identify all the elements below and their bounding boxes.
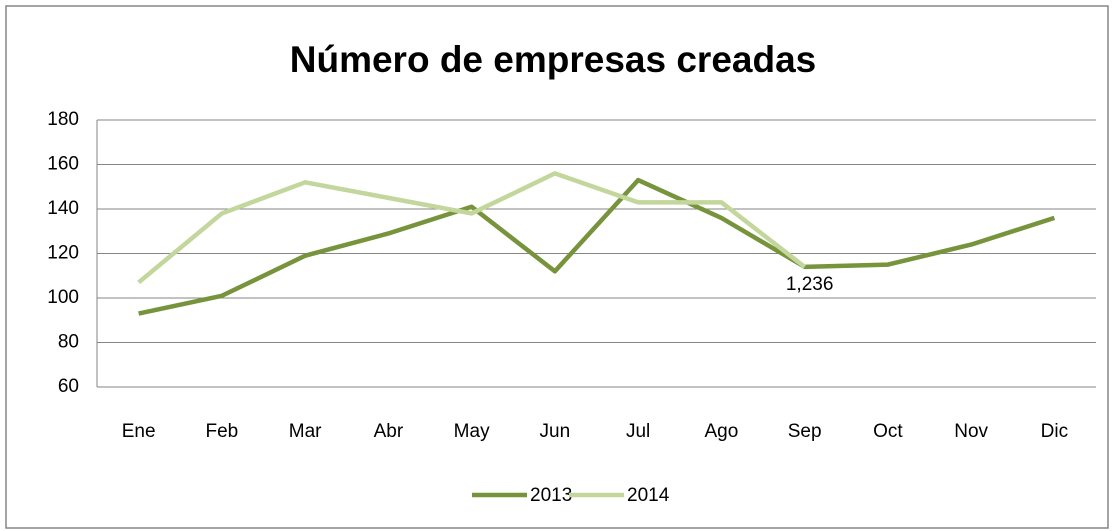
y-tick-label: 180: [47, 109, 79, 130]
chart-title: Número de empresas creadas: [290, 39, 817, 80]
y-tick-label: 120: [47, 243, 79, 264]
x-tick-label: Abr: [374, 421, 404, 442]
y-tick-label: 140: [47, 198, 79, 219]
legend-label: 2013: [530, 485, 572, 506]
x-tick-label: Nov: [954, 421, 988, 442]
legend-label: 2014: [627, 485, 670, 506]
y-tick-label: 100: [47, 287, 79, 308]
x-tick-label: Sep: [788, 421, 822, 442]
series-line: [138, 177, 1056, 316]
x-tick-label: Mar: [289, 421, 322, 442]
annotation: 1,236: [786, 274, 834, 295]
x-tick-label: Jun: [540, 421, 571, 442]
x-tick-label: Dic: [1041, 421, 1068, 442]
y-tick-label: 60: [58, 376, 79, 397]
x-tick-label: Ago: [704, 421, 738, 442]
series-line: [137, 171, 807, 285]
y-tick-label: 160: [47, 154, 79, 175]
x-tick-label: May: [454, 421, 490, 442]
x-tick-label: Jul: [626, 421, 650, 442]
x-tick-label: Oct: [873, 421, 903, 442]
x-tick-label: Ene: [122, 421, 156, 442]
x-tick-label: Feb: [206, 421, 239, 442]
y-tick-label: 80: [58, 332, 79, 353]
